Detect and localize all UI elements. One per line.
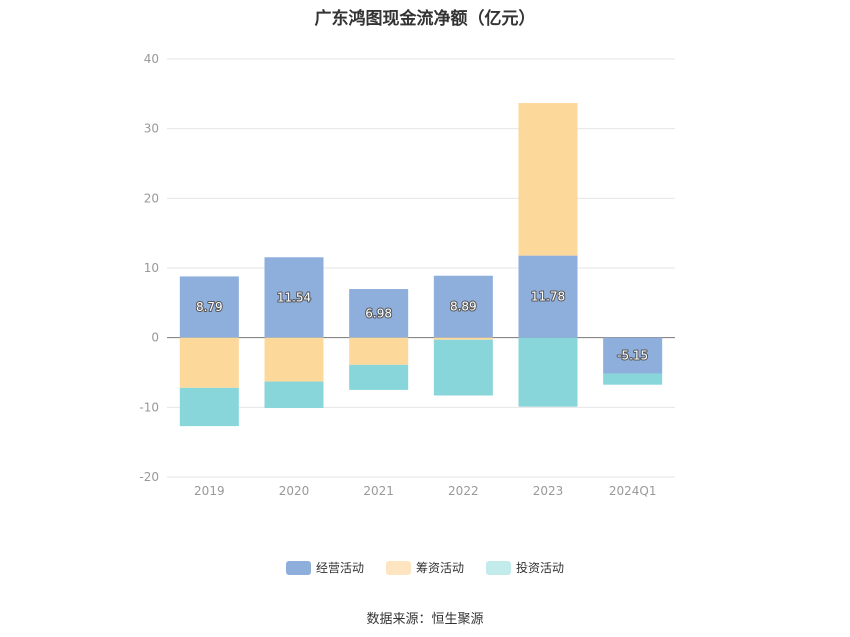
legend-label-financing: 筹资活动: [415, 561, 464, 575]
bar-data-label: 11.78: [531, 290, 565, 304]
bar-segment[interactable]: [179, 337, 239, 388]
legend-swatch-financing: [385, 560, 411, 575]
bar-segment[interactable]: [518, 337, 578, 407]
bar-data-label: 8.79: [196, 300, 223, 314]
bar-segment[interactable]: [264, 381, 324, 409]
bar-segment[interactable]: [179, 276, 239, 338]
legend-label-investing: 投资活动: [516, 561, 565, 575]
y-tick-label: -10: [139, 400, 159, 414]
x-tick-label: 2019: [194, 484, 225, 498]
bar-segment[interactable]: [349, 337, 409, 365]
bar-segment[interactable]: [179, 387, 239, 427]
x-tick-label: 2022: [448, 484, 479, 498]
bar-segment[interactable]: [433, 337, 493, 340]
chart-title: 广东鸿图现金流净额（亿元）: [314, 9, 536, 29]
bar-segment[interactable]: [518, 255, 578, 338]
bar-segment[interactable]: [264, 257, 324, 338]
legend-swatch-investing: [486, 560, 511, 575]
bar-segment[interactable]: [603, 373, 663, 385]
y-tick-label: 40: [144, 52, 159, 66]
bar-segment[interactable]: [433, 339, 493, 396]
data-source: 数据来源：恒生聚源: [366, 612, 484, 627]
bar-segment[interactable]: [349, 364, 409, 390]
bar-segment[interactable]: [433, 275, 493, 338]
bar-segment[interactable]: [349, 289, 409, 338]
bar-segment[interactable]: [603, 337, 663, 374]
chart-legend: 经营活动 筹资活动 投资活动: [0, 559, 850, 576]
legend-swatch-operating: [285, 560, 311, 575]
bar-data-label: 8.89: [450, 300, 477, 314]
y-tick-label: 20: [144, 191, 159, 205]
legend-item-financing[interactable]: 筹资活动: [385, 559, 464, 576]
bar-segment[interactable]: [518, 103, 578, 256]
x-tick-label: 2021: [363, 484, 394, 498]
y-tick-label: 30: [144, 122, 159, 136]
legend-item-operating[interactable]: 经营活动: [285, 559, 364, 576]
bar-data-label: -5.15: [617, 349, 648, 363]
x-tick-label: 2020: [279, 484, 310, 498]
bar-segment[interactable]: [264, 337, 324, 382]
legend-item-investing[interactable]: 投资活动: [486, 559, 564, 576]
bar-data-label: 11.54: [277, 290, 311, 304]
bar-data-label: 6.98: [365, 306, 392, 320]
y-tick-label: 10: [144, 261, 159, 275]
legend-label-operating: 经营活动: [315, 561, 364, 575]
x-tick-label: 2024Q1: [609, 484, 657, 498]
y-tick-label: 0: [151, 331, 159, 345]
x-tick-label: 2023: [533, 484, 564, 498]
y-tick-label: -20: [139, 470, 159, 484]
